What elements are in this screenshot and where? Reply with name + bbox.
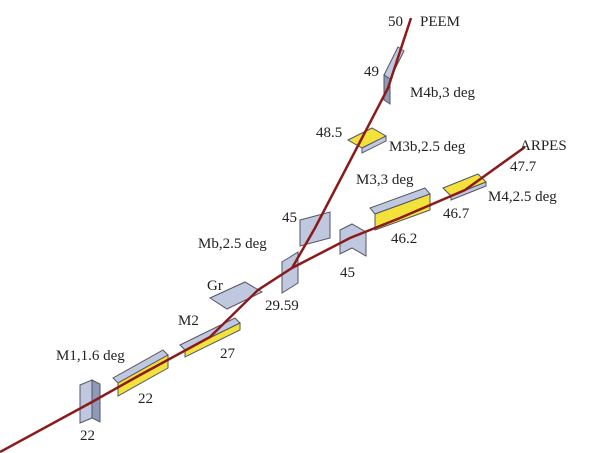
- label: 48.5: [316, 125, 342, 141]
- label: M2: [178, 313, 199, 329]
- label: ARPES: [520, 138, 567, 154]
- label: 22: [80, 428, 95, 444]
- label: Gr: [207, 278, 223, 294]
- label: PEEM: [420, 14, 460, 30]
- beamline-diagram: 22 22 M1,1.6 deg M2 27 Gr 29.59 Mb,2.5 d…: [0, 0, 591, 453]
- optics: [80, 47, 486, 423]
- label: 22: [138, 391, 153, 407]
- label: 45: [282, 210, 297, 226]
- beam-arpes: [0, 147, 525, 452]
- page: 22 22 M1,1.6 deg M2 27 Gr 29.59 Mb,2.5 d…: [0, 0, 591, 453]
- label: 49: [364, 64, 379, 80]
- label: 45: [340, 265, 355, 281]
- label: 27: [220, 346, 236, 362]
- label: Mb,2.5 deg: [198, 236, 267, 252]
- label: 47.7: [510, 159, 537, 175]
- label: 46.2: [391, 231, 417, 247]
- label: M4b,3 deg: [410, 85, 475, 101]
- label: M1,1.6 deg: [56, 348, 125, 364]
- label: 29.59: [265, 298, 299, 314]
- mirror: [80, 380, 92, 423]
- label: M4,2.5 deg: [488, 189, 557, 205]
- label: 46.7: [443, 206, 470, 222]
- label: 50: [388, 14, 403, 30]
- label: M3b,2.5 deg: [389, 139, 466, 155]
- label: M3,3 deg: [356, 172, 414, 188]
